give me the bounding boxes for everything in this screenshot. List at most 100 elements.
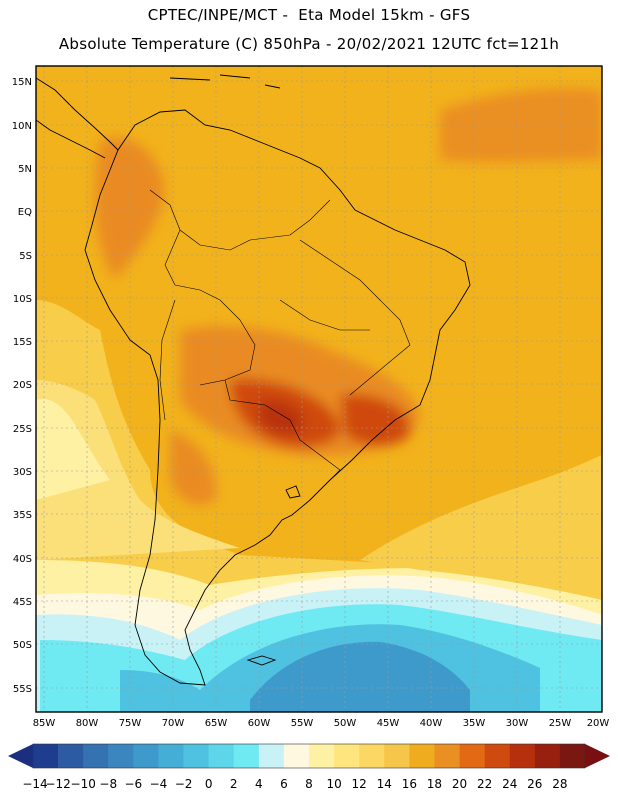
lon-label-85w: 85W xyxy=(33,718,56,729)
colorbar-label: 24 xyxy=(502,777,517,791)
colorbar-swatch xyxy=(133,744,159,768)
central-america-coastline xyxy=(36,77,119,159)
caribbean-islands xyxy=(169,74,281,89)
border-brazil-states xyxy=(299,239,411,396)
country-borders xyxy=(149,189,411,481)
border-bolivia xyxy=(199,319,256,386)
field-22c-southeast-brazil xyxy=(340,394,411,447)
lon-label-45w: 45W xyxy=(377,718,400,729)
lat-label-35s: 35S xyxy=(13,510,32,521)
colorbar: −14−12 −10 −8 −6 −4 −2 0 2 4 6 8 10 12 14 16 18 20 22 24 26… xyxy=(8,743,610,791)
colorbar-swatch xyxy=(384,744,410,768)
latitude-axis: 15N 10N 5N EQ 5S 10S 15S 20S 25S 30S 35S… xyxy=(12,77,32,695)
lat-label-55s: 55S xyxy=(13,684,32,695)
border-brazil-states-2 xyxy=(279,299,370,331)
lat-label-10s: 10S xyxy=(13,294,32,305)
lon-label-40w: 40W xyxy=(420,718,443,729)
graticule xyxy=(36,66,602,712)
falklands xyxy=(246,655,277,666)
colorbar-label: 4 xyxy=(255,777,263,791)
colorbar-label: −2 xyxy=(175,777,193,791)
colorbar-label: −4 xyxy=(150,777,168,791)
colorbar-swatch xyxy=(183,744,209,768)
lat-label-50s: 50S xyxy=(13,640,32,651)
colorbar-label: 8 xyxy=(305,777,313,791)
map-title-line2: Absolute Temperature (C) 850hPa - 20/02/… xyxy=(58,35,560,53)
map-title-line1: CPTEC/INPE/MCT - Eta Model 15km - GFS xyxy=(147,6,471,24)
colorbar-swatch xyxy=(534,744,561,768)
lon-label-30w: 30W xyxy=(506,718,529,729)
colorbar-label: 22 xyxy=(477,777,492,791)
lon-label-35w: 35W xyxy=(463,718,486,729)
lon-label-20w: 20W xyxy=(587,718,610,729)
lon-label-55w: 55W xyxy=(291,718,314,729)
colorbar-label: 6 xyxy=(280,777,288,791)
lon-label-60w: 60W xyxy=(248,718,271,729)
colorbar-swatch xyxy=(83,744,109,768)
colorbar-under-arrow xyxy=(8,744,33,768)
colorbar-label: 10 xyxy=(326,777,341,791)
colorbar-label: −12 xyxy=(45,777,70,791)
field-20c-chaco xyxy=(170,430,216,505)
colorbar-swatch xyxy=(233,744,260,768)
lat-label-25s: 25S xyxy=(13,424,32,435)
border-colombia-brazil xyxy=(149,189,251,251)
temperature-field xyxy=(36,66,602,712)
lon-label-25w: 25W xyxy=(549,718,572,729)
colorbar-label: 26 xyxy=(527,777,542,791)
colorbar-swatch xyxy=(434,744,460,768)
longitude-axis: 85W 80W 75W 70W 65W 60W 55W 50W 45W 40W … xyxy=(33,718,610,729)
colorbar-swatch xyxy=(459,744,485,768)
field-20c-andes-north xyxy=(95,137,165,280)
colorbar-label: 18 xyxy=(427,777,442,791)
colorbar-swatch xyxy=(208,744,235,768)
field-14c-atlantic xyxy=(360,455,602,600)
colorbar-label: 28 xyxy=(552,777,567,791)
colorbar-swatches xyxy=(32,743,586,769)
colorbar-swatch xyxy=(33,744,59,768)
lat-label-15n: 15N xyxy=(12,77,32,88)
lon-label-65w: 65W xyxy=(205,718,228,729)
colorbar-swatch xyxy=(283,744,310,768)
coastlines xyxy=(36,74,471,686)
colorbar-swatch xyxy=(108,744,134,768)
lon-label-50w: 50W xyxy=(334,718,357,729)
field-12c-pacific xyxy=(36,380,240,560)
colorbar-swatch xyxy=(334,744,360,768)
lat-label-20s: 20S xyxy=(13,380,32,391)
lat-label-45s: 45S xyxy=(13,597,32,608)
colorbar-labels: −14−12 −10 −8 −6 −4 −2 0 2 4 6 8 10 12 14 16 18 20 22 24 26… xyxy=(22,777,567,791)
colorbar-label: 2 xyxy=(230,777,238,791)
border-uruguay xyxy=(299,439,341,481)
colorbar-swatch xyxy=(484,744,511,768)
border-paraguay xyxy=(224,379,301,441)
lat-label-15s: 15S xyxy=(13,337,32,348)
colorbar-swatch xyxy=(258,744,285,768)
colorbar-label: 20 xyxy=(452,777,467,791)
colorbar-swatch xyxy=(409,744,435,768)
lat-label-10n: 10N xyxy=(12,121,32,132)
field-0c-south xyxy=(250,641,470,712)
temperature-map: 15N 10N 5N EQ 5S 10S 15S 20S 25S 30S 35S… xyxy=(12,65,610,729)
border-chile-argentina xyxy=(159,299,176,421)
colorbar-swatch xyxy=(58,744,84,768)
colorbar-label: −8 xyxy=(99,777,117,791)
lon-label-70w: 70W xyxy=(162,718,185,729)
field-10c-pacific xyxy=(36,398,110,500)
lat-label-5n: 5N xyxy=(18,164,32,175)
border-peru-brazil xyxy=(164,229,241,321)
lat-label-5s: 5S xyxy=(19,251,32,262)
colorbar-over-arrow xyxy=(585,744,610,768)
colorbar-label: −14 xyxy=(22,777,47,791)
lon-label-75w: 75W xyxy=(119,718,142,729)
lagoa-dos-patos xyxy=(285,485,301,499)
colorbar-swatch xyxy=(509,744,536,768)
colorbar-label: −6 xyxy=(125,777,143,791)
lat-label-eq: EQ xyxy=(18,207,32,218)
colorbar-label: 16 xyxy=(402,777,417,791)
lat-label-40s: 40S xyxy=(13,554,32,565)
lat-label-30s: 30S xyxy=(13,467,32,478)
colorbar-label: 12 xyxy=(352,777,367,791)
south-america-coastline xyxy=(84,109,471,686)
colorbar-label: 14 xyxy=(377,777,392,791)
